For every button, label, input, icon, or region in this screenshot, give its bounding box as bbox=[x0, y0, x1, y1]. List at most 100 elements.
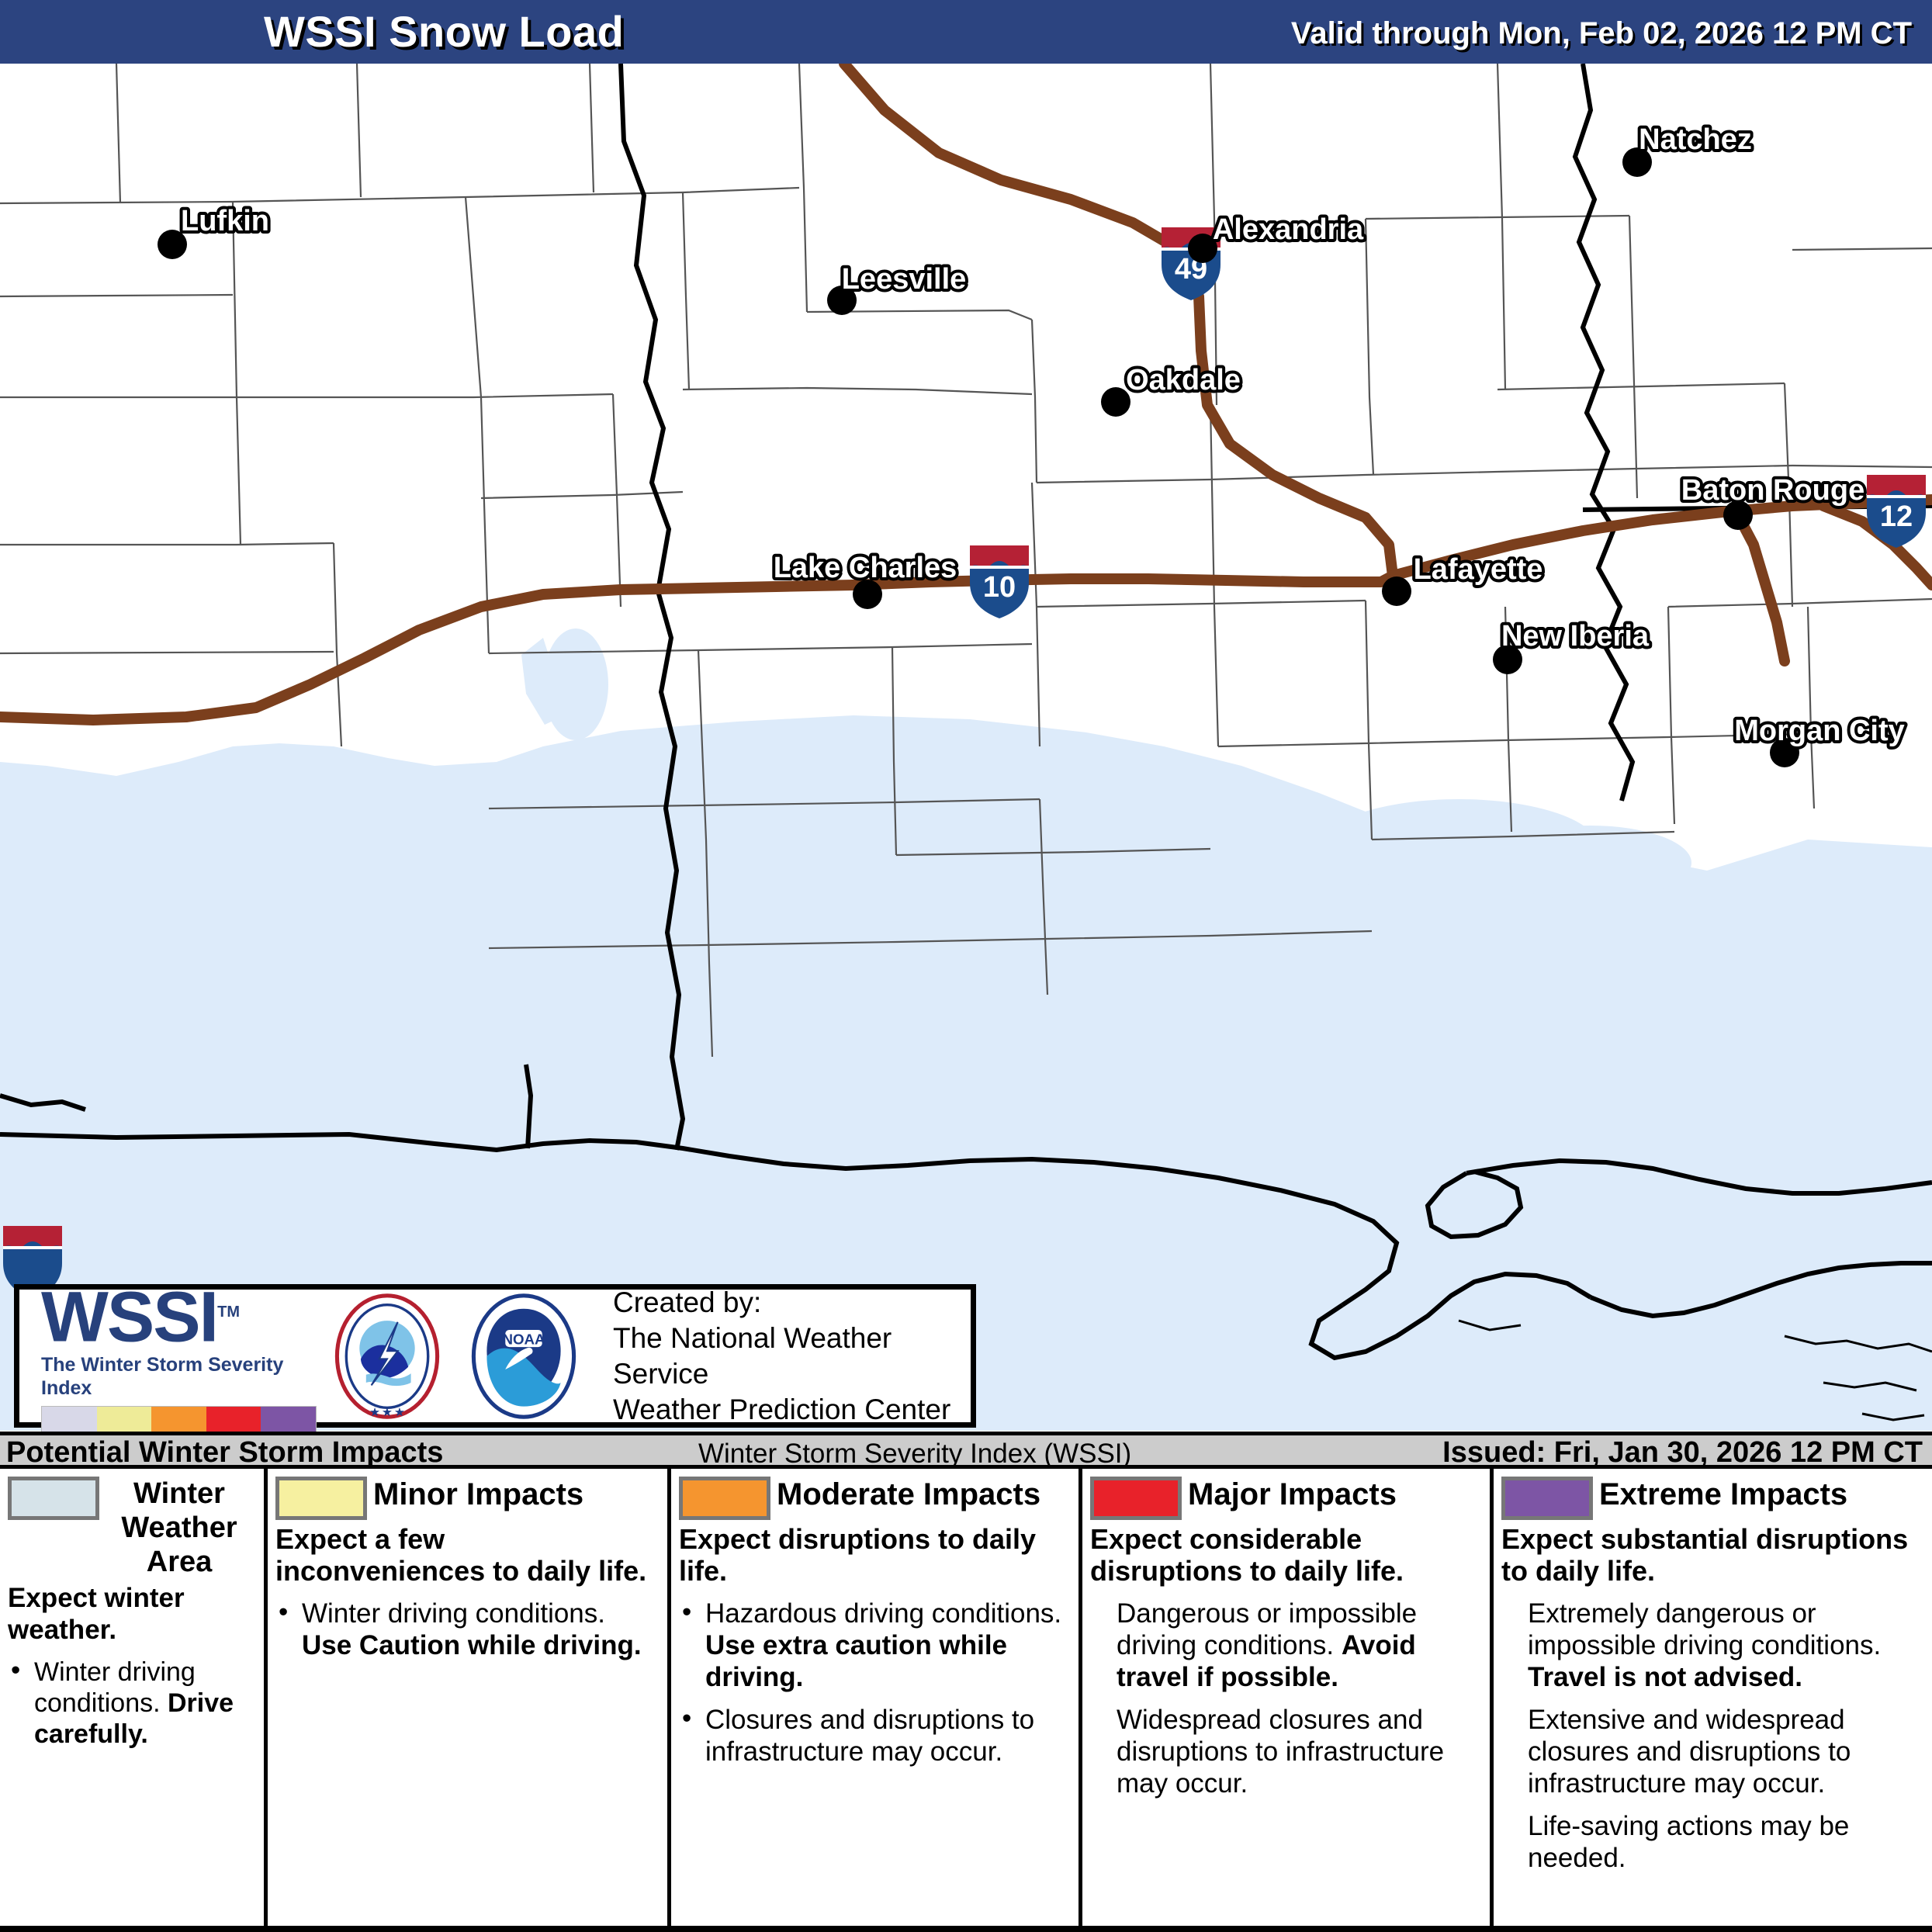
svg-text:NOAA: NOAA bbox=[502, 1331, 545, 1347]
legend-header-0: Winter Weather Area bbox=[8, 1477, 256, 1579]
legend-item-text: Closures and disruptions to infrastructu… bbox=[705, 1705, 1035, 1767]
legend-lead-4: Expect substantial disruptions to daily … bbox=[1501, 1523, 1909, 1587]
legend-items-3: Dangerous or impossible driving conditio… bbox=[1090, 1598, 1482, 1799]
city-label-new-iberia: New Iberia bbox=[1501, 620, 1650, 653]
legend-header-4: Extreme Impacts bbox=[1501, 1477, 1924, 1520]
wssi-scale-swatch-2 bbox=[151, 1406, 206, 1433]
legend-item-text: Dangerous or impossible driving conditio… bbox=[1117, 1598, 1418, 1660]
city-markers: Natchez Lufkin Alexandria Leesville Oakdale B… bbox=[158, 120, 1908, 767]
legend-items-4: Extremely dangerous or impossible drivin… bbox=[1501, 1598, 1924, 1874]
map-svg: 49 12 10 bbox=[0, 64, 1932, 1431]
legend-column-4: Extreme Impacts Expect substantial disrup… bbox=[1490, 1469, 1932, 1926]
bullet-icon: • bbox=[682, 1703, 692, 1733]
noaa-seal: NOAA bbox=[471, 1293, 576, 1419]
legend-item-4-2: Life-saving actions may be needed. bbox=[1501, 1810, 1924, 1874]
legend-item-text: Extensive and widespread closures and di… bbox=[1528, 1705, 1851, 1799]
legend-item-text: Life-saving actions may be needed. bbox=[1528, 1811, 1850, 1873]
legend-swatch-1 bbox=[275, 1477, 367, 1520]
wssi-wordmark-text: WSSI bbox=[41, 1277, 219, 1357]
created-by-line-1: Created by: bbox=[613, 1286, 762, 1318]
legend-items-0: • Winter driving conditions. Drive carefu… bbox=[8, 1655, 256, 1750]
impacts-strip-right: Issued: Fri, Jan 30, 2026 12 PM CT bbox=[1442, 1436, 1923, 1469]
city-dot-lufkin bbox=[158, 230, 187, 259]
legend-lead-3: Expect considerable disruptions to daily… bbox=[1090, 1523, 1404, 1587]
wssi-logo: WSSITM The Winter Storm Severity Index bbox=[19, 1278, 317, 1434]
legend-item-emphasis: Avoid travel if possible. bbox=[1117, 1630, 1416, 1692]
map-canvas[interactable]: 49 12 10 bbox=[0, 64, 1932, 1431]
city-dot-baton-rouge bbox=[1723, 500, 1753, 530]
legend-header-2: Moderate Impacts bbox=[679, 1477, 1071, 1520]
legend-item-text: Extremely dangerous or impossible drivin… bbox=[1528, 1598, 1882, 1660]
legend-title-line-0-1: Weather bbox=[121, 1511, 237, 1544]
legend-swatch-4 bbox=[1501, 1477, 1593, 1520]
legend-swatch-3 bbox=[1090, 1477, 1182, 1520]
legend-title-line-0-0: Winter bbox=[133, 1477, 225, 1510]
city-label-lufkin: Lufkin bbox=[181, 205, 269, 237]
wssi-wordmark: WSSITM bbox=[41, 1278, 317, 1353]
agency-seals: ★ ★ ★ NOAA bbox=[317, 1290, 590, 1422]
legend-item-3-1: Widespread closures and disruptions to i… bbox=[1090, 1704, 1482, 1799]
legend-title-line-0-2: Area bbox=[146, 1546, 213, 1578]
wssi-tm-mark: TM bbox=[217, 1304, 241, 1321]
legend-column-2: Moderate Impacts Expect disruptions to da… bbox=[667, 1469, 1079, 1926]
interstate-shields: 49 12 10 bbox=[3, 227, 1926, 1299]
impacts-legend: Winter Weather Area Expect winter weather. •… bbox=[0, 1469, 1932, 1932]
header-bar: WSSI Snow Load Valid through Mon, Feb 02… bbox=[0, 0, 1932, 64]
legend-item-2-0: • Hazardous driving conditions. Use extra… bbox=[679, 1597, 1071, 1693]
wssi-scale-swatch-0 bbox=[42, 1406, 97, 1433]
wssi-color-scale bbox=[41, 1405, 317, 1434]
city-label-alexandria: Alexandria bbox=[1213, 213, 1364, 246]
city-label-lake-charles: Lake Charles bbox=[774, 552, 957, 584]
city-label-leesville: Leesville bbox=[842, 263, 967, 296]
legend-title-0: Winter Weather Area bbox=[106, 1477, 253, 1579]
wssi-scale-swatch-4 bbox=[261, 1406, 316, 1433]
legend-item-text: Winter driving conditions. bbox=[34, 1657, 196, 1718]
wssi-subtitle: The Winter Storm Severity Index bbox=[41, 1353, 284, 1399]
city-label-natchez: Natchez bbox=[1639, 123, 1752, 156]
legend-lead-2: Expect disruptions to daily life. bbox=[679, 1523, 1037, 1587]
city-dot-lafayette bbox=[1382, 576, 1411, 606]
city-dot-natchez bbox=[1622, 147, 1652, 177]
city-dot-oakdale bbox=[1101, 387, 1130, 417]
legend-column-0: Winter Weather Area Expect winter weather. •… bbox=[0, 1469, 264, 1926]
city-dot-leesville bbox=[827, 286, 857, 315]
legend-item-3-0: Dangerous or impossible driving conditio… bbox=[1090, 1598, 1482, 1693]
legend-column-3: Major Impacts Expect considerable disrupt… bbox=[1079, 1469, 1490, 1926]
interstate-shield-partial bbox=[3, 1226, 62, 1299]
bullet-icon: • bbox=[279, 1597, 289, 1627]
national-weather-service-seal: ★ ★ ★ bbox=[334, 1293, 440, 1419]
wssi-scale-swatch-1 bbox=[96, 1406, 152, 1433]
legend-items-1: • Winter driving conditions. Use Caution … bbox=[275, 1597, 660, 1661]
legend-column-1: Minor Impacts Expect a few inconveniences… bbox=[264, 1469, 667, 1926]
legend-item-emphasis: Use Caution while driving. bbox=[302, 1630, 642, 1660]
legend-item-emphasis: Drive carefully. bbox=[34, 1688, 234, 1749]
city-label-morgan-city: Morgan City bbox=[1734, 715, 1905, 747]
legend-item-4-0: Extremely dangerous or impossible drivin… bbox=[1501, 1598, 1924, 1693]
created-by-line-3: Weather Prediction Center bbox=[613, 1393, 951, 1425]
legend-header-3: Major Impacts bbox=[1090, 1477, 1482, 1520]
city-label-oakdale: Oakdale bbox=[1126, 364, 1241, 396]
legend-header-1: Minor Impacts bbox=[275, 1477, 660, 1520]
legend-item-2-1: • Closures and disruptions to infrastruct… bbox=[679, 1703, 1071, 1768]
page-title: WSSI Snow Load bbox=[264, 7, 625, 56]
city-dot-new-iberia bbox=[1493, 645, 1522, 674]
legend-item-emphasis: Travel is not advised. bbox=[1528, 1662, 1803, 1692]
interstate-highways bbox=[0, 64, 1932, 725]
legend-item-text: Hazardous driving conditions. bbox=[705, 1598, 1062, 1629]
city-label-baton-rouge: Baton Rouge bbox=[1681, 474, 1864, 507]
svg-text:12: 12 bbox=[1880, 500, 1913, 533]
legend-item-0-0: • Winter driving conditions. Drive carefu… bbox=[8, 1655, 256, 1750]
legend-item-emphasis: Use extra caution while driving. bbox=[705, 1630, 1008, 1692]
created-by-block: Created by: The National Weather Service… bbox=[590, 1285, 971, 1428]
created-by-line-2: The National Weather Service bbox=[613, 1321, 892, 1390]
legend-item-text: Widespread closures and disruptions to i… bbox=[1117, 1705, 1445, 1799]
coast-detail bbox=[1458, 1319, 1932, 1421]
wssi-scale-swatch-3 bbox=[206, 1406, 261, 1433]
bullet-icon: • bbox=[682, 1597, 692, 1627]
svg-text:★ ★ ★: ★ ★ ★ bbox=[370, 1406, 405, 1418]
svg-text:10: 10 bbox=[983, 571, 1016, 604]
city-label-lafayette: Lafayette bbox=[1414, 553, 1543, 586]
bullet-icon: • bbox=[11, 1655, 21, 1685]
interstate-shield-12: 12 bbox=[1867, 475, 1926, 548]
